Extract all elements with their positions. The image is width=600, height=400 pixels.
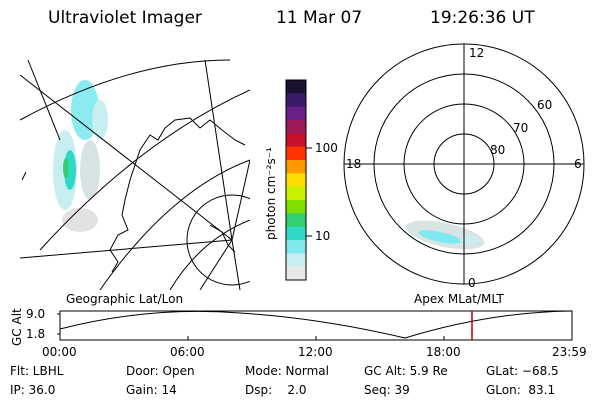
time-tick-0000: 00:00 — [42, 345, 77, 359]
colorbar-segment — [286, 146, 306, 161]
mlt-label-6: 6 — [574, 157, 582, 171]
mlt-label-0: 0 — [468, 276, 476, 290]
altitude-tick-1-8: 1.8 — [26, 327, 46, 341]
mlat-label-70: 70 — [513, 121, 529, 135]
info-dsp: Dsp: 2.0 — [245, 383, 307, 397]
colorbar-segment — [286, 80, 306, 94]
info-ip: IP: 36.0 — [10, 383, 56, 397]
colorbar-segment — [286, 120, 306, 134]
aurora-emission-left — [53, 80, 108, 232]
mlat-label-60: 60 — [537, 98, 553, 112]
altitude-curve — [59, 310, 573, 339]
instrument-title: Ultraviolet Imager — [48, 8, 202, 28]
colorbar-segment — [286, 106, 306, 121]
info-mode: Mode: Normal — [245, 364, 329, 378]
time-tick-1200: 12:00 — [298, 345, 333, 359]
colorbar-segment — [286, 213, 306, 228]
aurora-emission-right — [405, 220, 485, 250]
colorbar-tick-100: 100 — [315, 141, 338, 155]
right-map-caption: Apex MLat/MLT — [414, 292, 504, 306]
colorbar-segment — [286, 200, 306, 214]
colorbar-segment — [286, 160, 306, 174]
colorbar-segment — [286, 253, 306, 268]
colorbar-tick-10: 10 — [315, 229, 331, 243]
mlt-label-18: 18 — [346, 157, 362, 171]
colorbar-segment — [286, 173, 306, 188]
info-filter: Flt: LBHL — [10, 364, 64, 378]
image-date: 11 Mar 07 — [276, 8, 363, 28]
info-door: Door: Open — [126, 364, 195, 378]
colorbar-segment — [286, 186, 306, 201]
altitude-axis-label: GC Alt — [10, 308, 24, 346]
info-glon: GLon: 83.1 — [486, 383, 556, 397]
info-gain: Gain: 14 — [126, 383, 177, 397]
left-map-caption: Geographic Lat/Lon — [66, 292, 184, 306]
colorbar-segment — [286, 133, 306, 148]
colorbar-segment — [286, 240, 306, 254]
altitude-tick-9: 9.0 — [26, 307, 46, 321]
colorbar-segment — [286, 266, 306, 281]
mlat-label-80: 80 — [490, 143, 506, 157]
image-time: 19:26:36 UT — [430, 8, 535, 28]
mlt-label-12: 12 — [469, 46, 485, 60]
info-seq: Seq: 39 — [364, 383, 410, 397]
time-tick-0600: 06:00 — [170, 345, 205, 359]
info-gc-alt: GC Alt: 5.9 Re — [364, 364, 448, 378]
colorbar-segment — [286, 93, 306, 108]
colorbar-segment — [286, 226, 306, 241]
time-tick-1800: 18:00 — [426, 345, 461, 359]
time-tick-2359: 23:59 — [552, 345, 587, 359]
info-glat: GLat: −68.5 — [486, 364, 559, 378]
